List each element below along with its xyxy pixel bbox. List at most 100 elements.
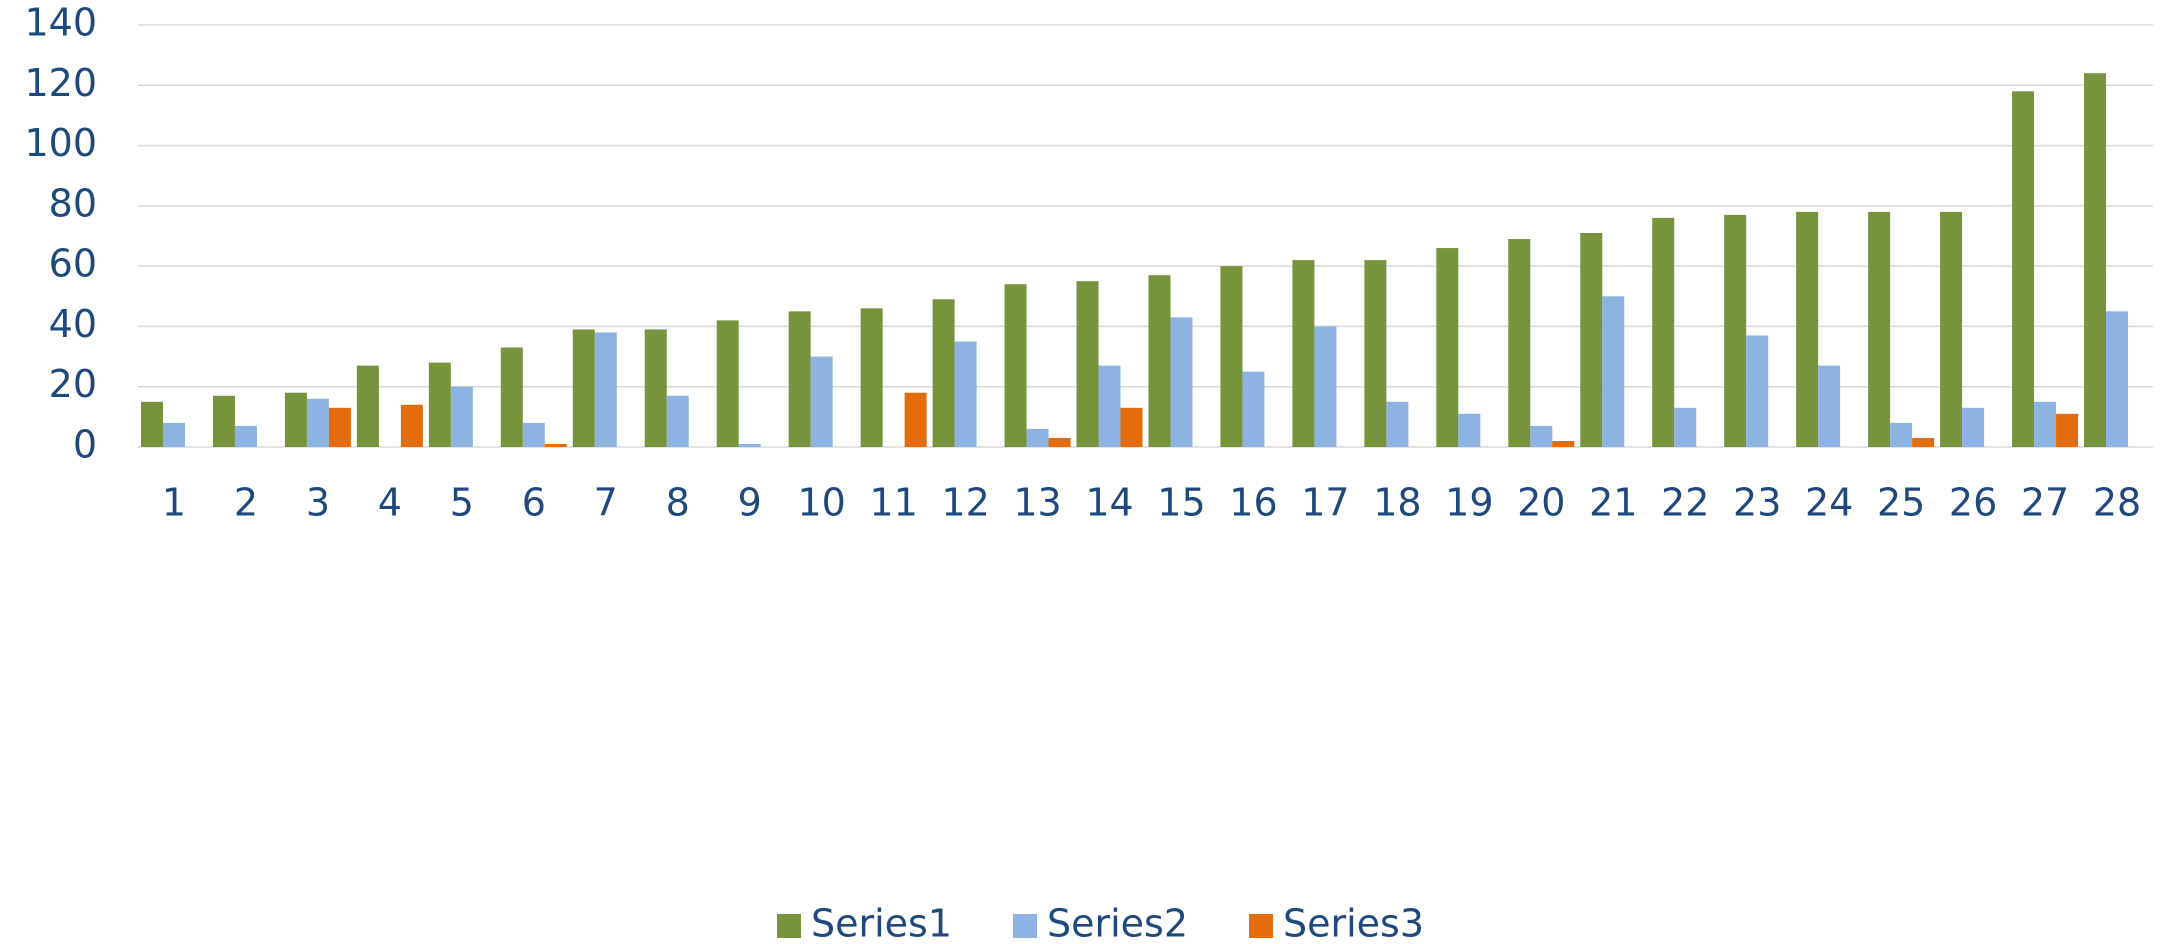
bar: [954, 341, 977, 447]
bar: [1868, 211, 1891, 447]
x-tick-label: 12: [941, 481, 989, 525]
bar: [2106, 311, 2129, 447]
bar: [810, 356, 833, 447]
bar: [1652, 217, 1675, 447]
bar: [1746, 335, 1769, 447]
bar: [932, 299, 955, 447]
x-tick-label: 23: [1733, 481, 1781, 525]
legend-label: Series3: [1283, 902, 1424, 944]
bar: [328, 407, 351, 447]
bar: [1364, 260, 1387, 447]
bar: [1386, 401, 1409, 447]
x-tick-label: 17: [1301, 481, 1349, 525]
bar: [1436, 248, 1459, 447]
bar: [234, 425, 257, 447]
bar: [306, 398, 329, 447]
x-tick-label: 25: [1877, 481, 1925, 525]
x-tick-label: 28: [2093, 481, 2141, 525]
x-tick-label: 1: [162, 481, 186, 525]
bar: [1292, 260, 1315, 447]
bar: [1220, 266, 1243, 447]
y-tick-label: 80: [49, 181, 97, 225]
x-tick-label: 21: [1589, 481, 1637, 525]
bar: [1508, 239, 1531, 447]
x-tick-label: 18: [1373, 481, 1421, 525]
y-tick-label: 0: [73, 423, 97, 467]
bar: [522, 422, 545, 447]
bar: [1004, 284, 1027, 447]
bar: [1048, 437, 1071, 447]
bar: [450, 386, 473, 447]
bar: [1530, 425, 1553, 447]
y-tick-label: 40: [49, 302, 97, 346]
bar: [500, 347, 523, 447]
y-tick-label: 100: [24, 121, 97, 165]
bar: [1148, 275, 1171, 447]
bar: [400, 404, 423, 447]
legend-marker: [1249, 914, 1273, 938]
x-tick-label: 20: [1517, 481, 1565, 525]
bar: [356, 365, 379, 447]
x-tick-label: 16: [1229, 481, 1277, 525]
bar: [428, 362, 451, 447]
bar: [1170, 317, 1193, 447]
bar: [860, 308, 883, 447]
x-tick-label: 22: [1661, 481, 1709, 525]
bar: [1120, 407, 1143, 447]
x-tick-label: 9: [738, 481, 762, 525]
x-tick-label: 11: [869, 481, 917, 525]
bar: [1580, 232, 1603, 447]
bar: [572, 329, 595, 447]
x-tick-label: 15: [1157, 481, 1205, 525]
bar: [1818, 365, 1841, 447]
bar: [162, 422, 185, 447]
x-tick-label: 10: [797, 481, 845, 525]
legend-label: Series2: [1047, 902, 1188, 944]
bar: [1314, 326, 1337, 447]
x-tick-label: 5: [450, 481, 474, 525]
y-tick-label: 60: [49, 242, 97, 286]
bar: [284, 392, 307, 447]
bar: [2012, 91, 2035, 448]
bar: [544, 443, 567, 447]
x-tick-label: 13: [1013, 481, 1061, 525]
x-tick-label: 26: [1949, 481, 1997, 525]
bar: [1890, 422, 1913, 447]
legend-marker: [777, 914, 801, 938]
legend-label: Series1: [811, 902, 952, 944]
legend-marker: [1013, 914, 1037, 938]
bar: [1026, 428, 1049, 447]
bar: [1962, 407, 1985, 447]
bar: [1552, 440, 1575, 447]
x-tick-label: 8: [666, 481, 690, 525]
y-tick-label: 140: [24, 1, 97, 45]
bar: [594, 332, 617, 447]
bar: [904, 392, 927, 447]
bar: [1724, 214, 1747, 447]
y-tick-label: 20: [49, 362, 97, 406]
x-tick-label: 19: [1445, 481, 1493, 525]
bar: [1796, 211, 1819, 447]
x-tick-label: 7: [594, 481, 618, 525]
x-tick-label: 3: [306, 481, 330, 525]
bar: [140, 401, 163, 447]
bar: [788, 311, 811, 447]
bar: [1076, 281, 1099, 447]
y-tick-label: 120: [24, 61, 97, 105]
bar: [716, 320, 739, 447]
bar: [1940, 211, 1963, 447]
x-tick-label: 14: [1085, 481, 1133, 525]
bar: [2034, 401, 2057, 447]
bar: [1098, 365, 1121, 447]
x-tick-label: 27: [2021, 481, 2069, 525]
bar: [1242, 371, 1265, 447]
bar: [1602, 296, 1625, 447]
x-tick-label: 24: [1805, 481, 1853, 525]
bar: [644, 329, 667, 447]
x-tick-label: 2: [234, 481, 258, 525]
bar: [1912, 437, 1935, 447]
bar: [738, 443, 761, 447]
x-tick-label: 6: [522, 481, 546, 525]
bar: [2056, 413, 2079, 447]
